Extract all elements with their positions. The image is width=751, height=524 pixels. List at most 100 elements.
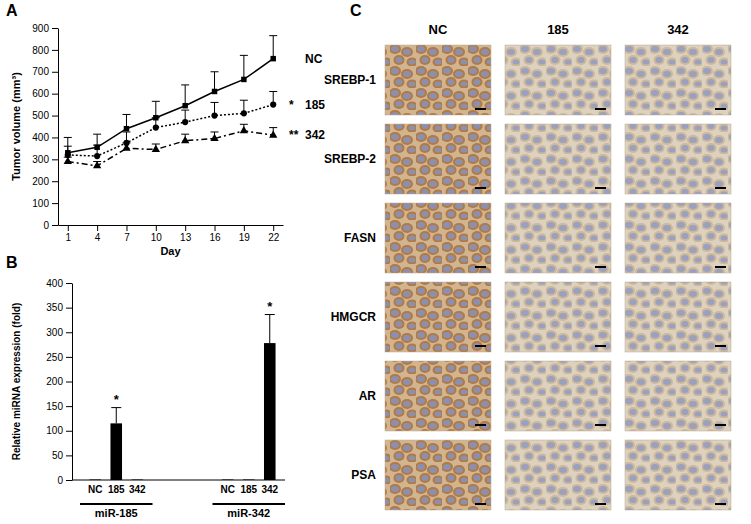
tick: 13: [180, 225, 192, 243]
error-cap: [211, 71, 219, 72]
tick-label: 200: [46, 376, 63, 387]
scale-bar: [475, 503, 486, 505]
tick-label: 150: [46, 401, 63, 412]
figure: A010020030040050060070080090014710131619…: [0, 0, 751, 524]
tick-mark: [273, 225, 274, 231]
group-label: miR-342: [227, 507, 270, 519]
tick: 400: [46, 278, 72, 289]
axis-line: [72, 284, 73, 481]
tick-label: 200: [32, 176, 49, 187]
error-stem: [273, 36, 274, 59]
scale-bar: [475, 345, 486, 347]
ihc-image: [625, 361, 731, 431]
tick-mark: [66, 431, 72, 432]
row-label: SREBP-2: [324, 152, 376, 166]
error-cap: [64, 137, 72, 138]
row-label: SREBP-1: [324, 73, 376, 87]
panel-label: B: [6, 254, 18, 271]
tick: 0: [57, 475, 72, 486]
error-cap: [122, 114, 130, 115]
ihc-image: [385, 203, 491, 273]
ihc-image: [385, 440, 491, 510]
tick-mark: [66, 357, 72, 358]
tick-mark: [68, 225, 69, 231]
tick-label: 1: [66, 232, 72, 243]
tick: 200: [32, 176, 58, 187]
marker: [153, 125, 159, 131]
tick-mark: [52, 181, 58, 182]
error-cap: [181, 110, 189, 111]
tick: 0: [43, 220, 58, 231]
plot-area: [89, 315, 275, 480]
tick-label: 342: [129, 484, 146, 495]
ihc-image: [505, 361, 611, 431]
series-label: 185: [305, 98, 325, 112]
error-cap: [152, 117, 160, 118]
scale-bar: [595, 424, 606, 426]
marker: [270, 56, 275, 61]
error-stem: [269, 315, 270, 344]
tick-mark: [52, 28, 58, 29]
series-line: [68, 131, 273, 166]
error-cap: [240, 124, 248, 125]
marker: [210, 134, 218, 141]
x-axis-title: Day: [160, 245, 181, 257]
tick-label: 600: [32, 88, 49, 99]
scale-bar: [715, 187, 726, 189]
error-cap: [269, 35, 277, 36]
column-label: NC: [429, 22, 448, 37]
x-axis: 1471013161922: [59, 225, 284, 243]
error-cap: [240, 100, 248, 101]
tick: 600: [32, 88, 58, 99]
tick: 350: [46, 302, 72, 313]
tick-mark: [66, 308, 72, 309]
tick: 342: [129, 484, 146, 495]
error-cap: [269, 91, 277, 92]
tick: 300: [32, 154, 58, 165]
error-bar: [181, 85, 189, 106]
error-cap: [152, 144, 160, 145]
tick-mark: [52, 225, 58, 226]
tick-mark: [52, 203, 58, 204]
error-cap: [265, 314, 275, 315]
series-label: 342: [305, 128, 325, 142]
group-label: miR-185: [95, 507, 138, 519]
tick-mark: [52, 116, 58, 117]
marker: [182, 119, 188, 125]
tick: 200: [46, 376, 72, 387]
ihc-image: [385, 45, 491, 115]
tick-label: 100: [32, 198, 49, 209]
group-underline: [80, 503, 153, 505]
scale-bar: [715, 424, 726, 426]
row-label: AR: [359, 389, 377, 403]
tick: 50: [52, 450, 72, 461]
tick: 22: [268, 225, 280, 243]
scale-bar: [595, 187, 606, 189]
tick: 250: [46, 352, 72, 363]
y-axis-title: Tumor volume (mm³): [10, 72, 22, 181]
tick-label: 22: [268, 232, 280, 243]
tick: 900: [32, 23, 58, 34]
tick-label: 300: [32, 154, 49, 165]
scale-bar: [595, 108, 606, 110]
plot-area: [64, 36, 278, 169]
tick: 185: [108, 484, 125, 495]
ihc-image: [385, 361, 491, 431]
error-cap: [93, 145, 101, 146]
x-axis: NC185342: [88, 484, 146, 495]
tick-label: 19: [239, 232, 251, 243]
tick-label: 10: [151, 232, 163, 243]
tick: 100: [32, 198, 58, 209]
error-cap: [122, 131, 130, 132]
error-cap: [269, 127, 277, 128]
group-underline: [213, 503, 286, 505]
error-cap: [152, 101, 160, 102]
tick-label: 900: [32, 23, 49, 34]
tick-label: 7: [124, 232, 130, 243]
ihc-image: [505, 282, 611, 352]
tick-label: 185: [240, 484, 257, 495]
tick-label: 0: [57, 475, 63, 486]
tick-mark: [66, 283, 72, 284]
tick-mark: [52, 94, 58, 95]
error-cap: [240, 55, 248, 56]
